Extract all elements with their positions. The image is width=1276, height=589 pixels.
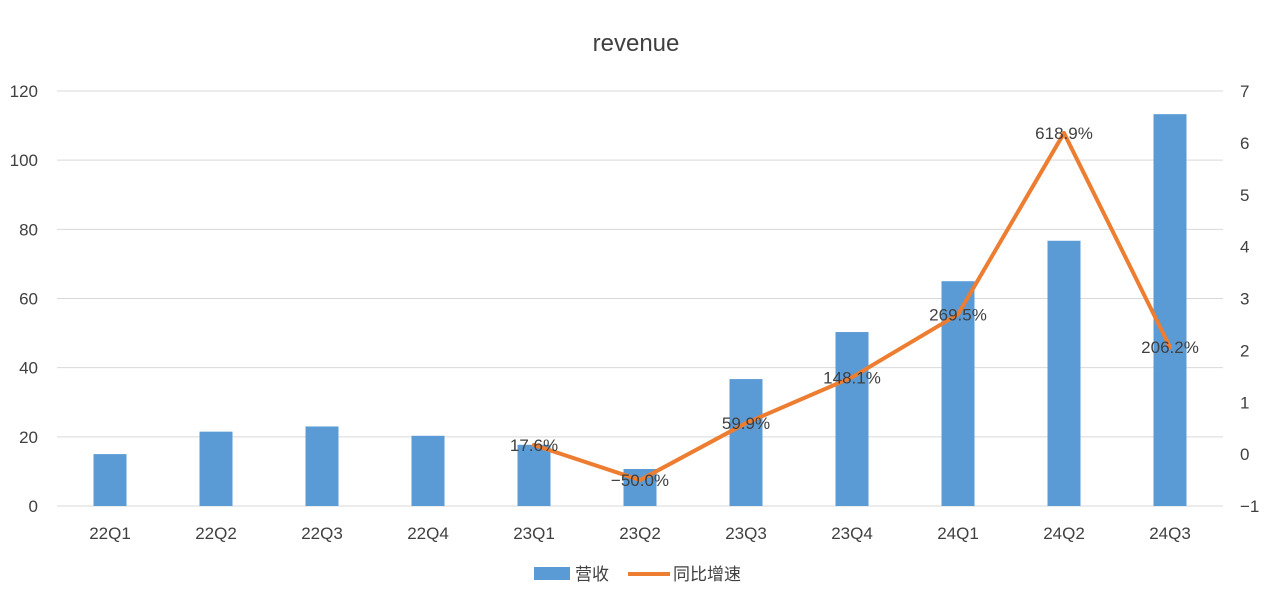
growth-line [532, 131, 1172, 483]
right-axis-ticks: −1 0 1 2 3 4 5 6 7 [1240, 82, 1259, 516]
bar-23Q3 [729, 379, 763, 506]
right-tick-label: 4 [1240, 238, 1249, 257]
right-tick-label: 3 [1240, 290, 1249, 309]
growth-label: −50.0% [611, 471, 669, 490]
category-label: 23Q2 [619, 524, 661, 543]
left-tick-label: 20 [19, 428, 38, 447]
bar-22Q4 [411, 435, 445, 506]
right-tick-label: 7 [1240, 82, 1249, 101]
bar-24Q2 [1047, 240, 1081, 506]
growth-point [744, 421, 748, 426]
legend-label-revenue: 营收 [575, 565, 609, 585]
category-labels: 22Q1 22Q2 22Q3 22Q4 23Q1 23Q2 23Q3 23Q4 24Q1 24Q2… [89, 524, 1191, 543]
category-label: 23Q1 [513, 524, 555, 543]
category-label: 22Q4 [407, 524, 449, 543]
category-label: 22Q1 [89, 524, 131, 543]
right-tick-label: 6 [1240, 134, 1249, 153]
left-tick-label: 40 [19, 359, 38, 378]
left-tick-label: 60 [19, 290, 38, 309]
growth-point [850, 375, 854, 380]
left-axis-ticks: 0 20 40 60 80 100 120 [10, 82, 38, 516]
growth-label: 269.5% [929, 305, 987, 324]
left-tick-label: 100 [10, 151, 38, 170]
growth-data-labels: 17.6% −50.0% 59.9% 148.1% 269.5% 618.9% 206.2% [510, 124, 1199, 490]
bar-22Q2 [199, 431, 233, 506]
growth-point [1168, 345, 1172, 350]
category-label: 23Q4 [831, 524, 873, 543]
category-label: 24Q2 [1043, 524, 1085, 543]
growth-label: 148.1% [823, 368, 881, 387]
chart-title: revenue [593, 30, 680, 57]
category-label: 22Q3 [301, 524, 343, 543]
right-tick-label: 1 [1240, 393, 1249, 412]
category-label: 22Q2 [195, 524, 237, 543]
bar-23Q4 [835, 332, 869, 506]
legend-label-growth: 同比增速 [673, 565, 741, 585]
right-tick-label: 5 [1240, 186, 1249, 205]
growth-point [532, 442, 536, 447]
category-label: 23Q3 [725, 524, 767, 543]
bar-24Q3 [1153, 114, 1187, 506]
category-label: 24Q3 [1149, 524, 1191, 543]
growth-label: 618.9% [1035, 124, 1093, 143]
growth-label: 17.6% [510, 436, 558, 455]
right-tick-label: 2 [1240, 341, 1249, 360]
revenue-bars [93, 114, 1187, 506]
legend-swatch-revenue [534, 567, 570, 580]
category-label: 24Q1 [937, 524, 979, 543]
growth-label: 59.9% [722, 414, 770, 433]
left-tick-label: 80 [19, 220, 38, 239]
right-tick-label: −1 [1240, 497, 1259, 516]
right-tick-label: 0 [1240, 445, 1249, 464]
growth-point [1062, 131, 1066, 136]
growth-label: 206.2% [1141, 338, 1199, 357]
left-tick-label: 120 [10, 82, 38, 101]
bar-23Q1 [517, 444, 551, 506]
growth-point [956, 312, 960, 317]
growth-point [638, 478, 642, 483]
bar-22Q3 [305, 426, 339, 506]
bar-22Q1 [93, 454, 127, 506]
gridlines [57, 90, 1223, 507]
legend: 营收 同比增速 [534, 565, 741, 585]
left-tick-label: 0 [29, 497, 38, 516]
